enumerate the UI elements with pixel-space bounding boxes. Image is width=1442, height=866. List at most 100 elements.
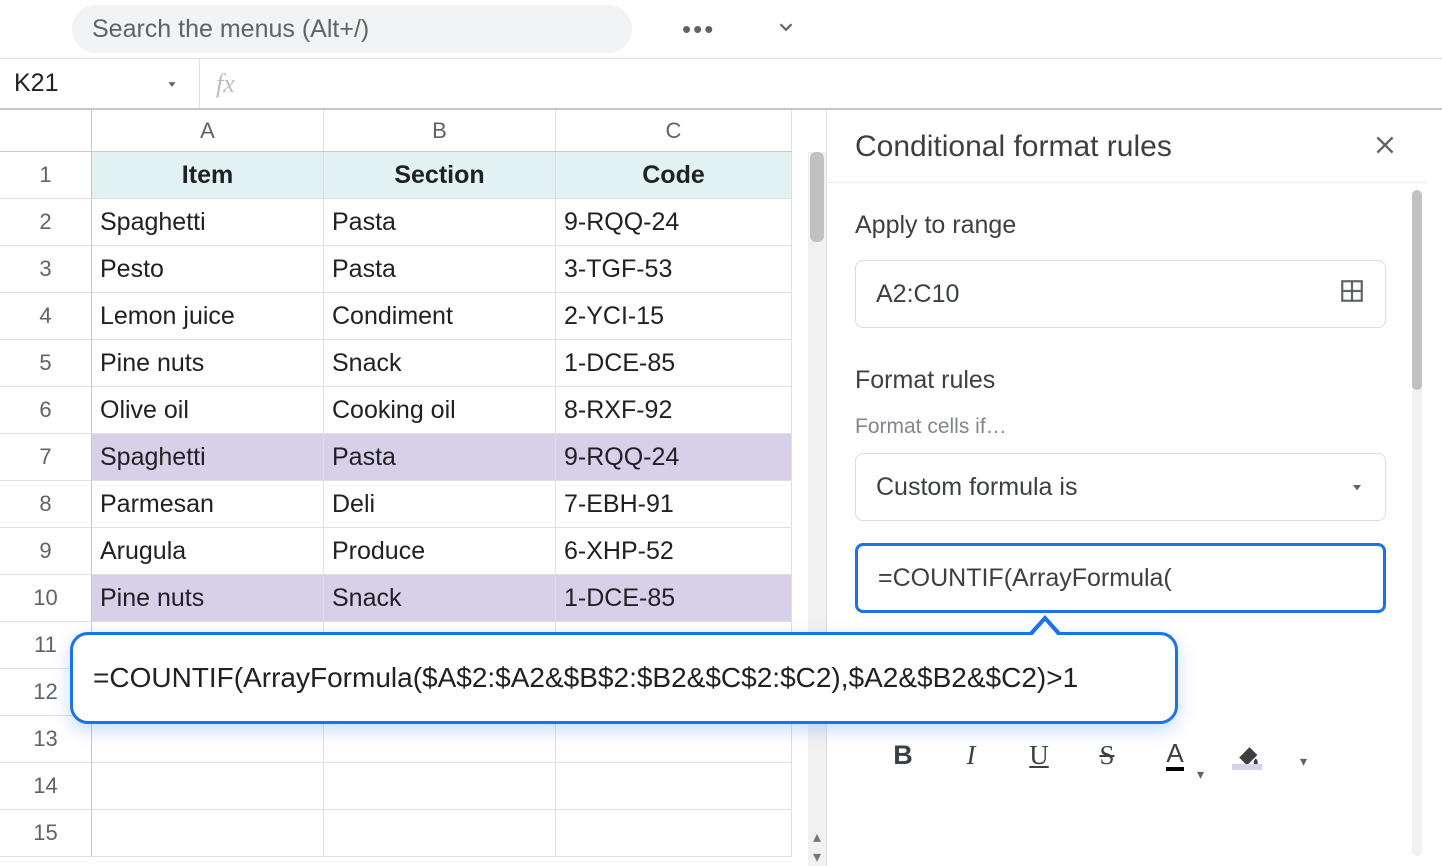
cell[interactable]: 3-TGF-53 xyxy=(556,246,792,293)
formula-callout-text: =COUNTIF(ArrayFormula($A$2:$A2&$B$2:$B2&… xyxy=(93,662,1078,694)
table-row: 6Olive oilCooking oil8-RXF-92 xyxy=(0,387,826,434)
conditional-format-panel: Conditional format rules Apply to range … xyxy=(826,110,1426,866)
fill-color-swatch xyxy=(1232,764,1262,770)
fill-color-button[interactable]: ▾ xyxy=(1232,740,1307,770)
cell[interactable]: Cooking oil xyxy=(324,387,556,434)
row-header[interactable]: 6 xyxy=(0,387,92,434)
column-header-B[interactable]: B xyxy=(324,110,556,152)
cell[interactable]: Snack xyxy=(324,340,556,387)
row-header[interactable]: 15 xyxy=(0,810,92,857)
row-header[interactable]: 8 xyxy=(0,481,92,528)
cell[interactable]: Arugula xyxy=(92,528,324,575)
cell[interactable] xyxy=(324,810,556,857)
format-cells-if-dropdown[interactable]: Custom formula is xyxy=(855,453,1386,521)
cell[interactable]: 9-RQQ-24 xyxy=(556,434,792,481)
cell[interactable]: 1-DCE-85 xyxy=(556,575,792,622)
vertical-scrollbar[interactable]: ▴ ▾ xyxy=(808,152,826,866)
name-box-value: K21 xyxy=(14,69,58,98)
row-header[interactable]: 5 xyxy=(0,340,92,387)
cell[interactable]: Spaghetti xyxy=(92,199,324,246)
column-header-C[interactable]: C xyxy=(556,110,792,152)
main-area: A B C 1 Item Section Code 2SpaghettiPast… xyxy=(0,110,1442,866)
row-header[interactable]: 7 xyxy=(0,434,92,481)
strikethrough-button[interactable]: S xyxy=(1087,733,1127,777)
underline-button[interactable]: U xyxy=(1019,733,1059,777)
cell[interactable]: Lemon juice xyxy=(92,293,324,340)
chevron-down-icon[interactable] xyxy=(775,16,797,43)
formula-callout: =COUNTIF(ArrayFormula($A$2:$A2&$B$2:$B2&… xyxy=(70,632,1178,724)
cell[interactable]: Code xyxy=(556,152,792,199)
table-row: 14 xyxy=(0,763,826,810)
menu-search[interactable]: Search the menus (Alt+/) xyxy=(72,5,632,53)
close-icon[interactable] xyxy=(1372,132,1398,163)
range-value: A2:C10 xyxy=(876,280,959,309)
cell[interactable]: 1-DCE-85 xyxy=(556,340,792,387)
cell[interactable]: Olive oil xyxy=(92,387,324,434)
cell[interactable] xyxy=(556,810,792,857)
cell[interactable] xyxy=(556,763,792,810)
table-row: 5Pine nutsSnack1-DCE-85 xyxy=(0,340,826,387)
scroll-up-icon[interactable]: ▴ xyxy=(808,828,826,846)
cell[interactable]: Deli xyxy=(324,481,556,528)
panel-scrollbar[interactable] xyxy=(1412,190,1422,856)
row-header[interactable]: 9 xyxy=(0,528,92,575)
cell[interactable]: 9-RQQ-24 xyxy=(556,199,792,246)
menu-bar: Search the menus (Alt+/) ••• xyxy=(0,0,1442,58)
scrollbar-thumb[interactable] xyxy=(1412,190,1422,390)
custom-formula-input[interactable]: =COUNTIF(ArrayFormula( xyxy=(855,543,1386,613)
cell[interactable]: Spaghetti xyxy=(92,434,324,481)
chevron-down-icon[interactable]: ▾ xyxy=(1300,753,1307,770)
cell[interactable]: 7-EBH-91 xyxy=(556,481,792,528)
cell[interactable]: 6-XHP-52 xyxy=(556,528,792,575)
cell[interactable] xyxy=(92,763,324,810)
row-header[interactable]: 14 xyxy=(0,763,92,810)
scroll-down-icon[interactable]: ▾ xyxy=(808,848,826,866)
select-range-icon[interactable] xyxy=(1339,278,1365,311)
apply-to-range-input[interactable]: A2:C10 xyxy=(855,260,1386,328)
cell[interactable]: Snack xyxy=(324,575,556,622)
cell[interactable] xyxy=(92,810,324,857)
format-rules-label: Format rules xyxy=(855,366,1386,395)
toolbar-right: ••• xyxy=(682,14,797,45)
cell[interactable]: Pine nuts xyxy=(92,340,324,387)
text-color-button[interactable]: A xyxy=(1155,733,1195,777)
cell[interactable]: Item xyxy=(92,152,324,199)
row-header[interactable]: 10 xyxy=(0,575,92,622)
cell[interactable]: Condiment xyxy=(324,293,556,340)
chevron-down-icon[interactable]: ▾ xyxy=(1197,766,1204,783)
cell[interactable]: Produce xyxy=(324,528,556,575)
cell[interactable]: 8-RXF-92 xyxy=(556,387,792,434)
cell[interactable]: Pesto xyxy=(92,246,324,293)
table-row: 9ArugulaProduce6-XHP-52 xyxy=(0,528,826,575)
italic-button[interactable]: I xyxy=(951,733,991,777)
row-header[interactable]: 2 xyxy=(0,199,92,246)
cell[interactable]: Pasta xyxy=(324,246,556,293)
cell[interactable]: Pasta xyxy=(324,434,556,481)
cell[interactable]: 2-YCI-15 xyxy=(556,293,792,340)
cell[interactable]: Pine nuts xyxy=(92,575,324,622)
formula-preview-text: =COUNTIF(ArrayFormula( xyxy=(878,564,1172,593)
cell[interactable] xyxy=(324,763,556,810)
table-row: 1 Item Section Code xyxy=(0,152,826,199)
chevron-down-icon xyxy=(1349,473,1365,502)
format-cells-if-label: Format cells if… xyxy=(855,415,1386,439)
select-all-corner[interactable] xyxy=(0,110,92,152)
bold-button[interactable]: B xyxy=(883,733,923,777)
formula-bar-input[interactable] xyxy=(251,59,1442,108)
column-header-A[interactable]: A xyxy=(92,110,324,152)
table-row: 4Lemon juiceCondiment2-YCI-15 xyxy=(0,293,826,340)
scrollbar-thumb[interactable] xyxy=(810,152,824,242)
name-box[interactable]: K21 xyxy=(0,59,200,108)
row-header[interactable]: 1 xyxy=(0,152,92,199)
panel-header: Conditional format rules xyxy=(827,110,1426,183)
more-icon[interactable]: ••• xyxy=(682,14,715,45)
row-header[interactable]: 13 xyxy=(0,716,92,763)
table-row: 7SpaghettiPasta9-RQQ-24 xyxy=(0,434,826,481)
name-box-chevron-icon[interactable] xyxy=(165,69,179,98)
row-header[interactable]: 3 xyxy=(0,246,92,293)
spreadsheet: A B C 1 Item Section Code 2SpaghettiPast… xyxy=(0,110,826,866)
row-header[interactable]: 4 xyxy=(0,293,92,340)
cell[interactable]: Pasta xyxy=(324,199,556,246)
cell[interactable]: Parmesan xyxy=(92,481,324,528)
cell[interactable]: Section xyxy=(324,152,556,199)
